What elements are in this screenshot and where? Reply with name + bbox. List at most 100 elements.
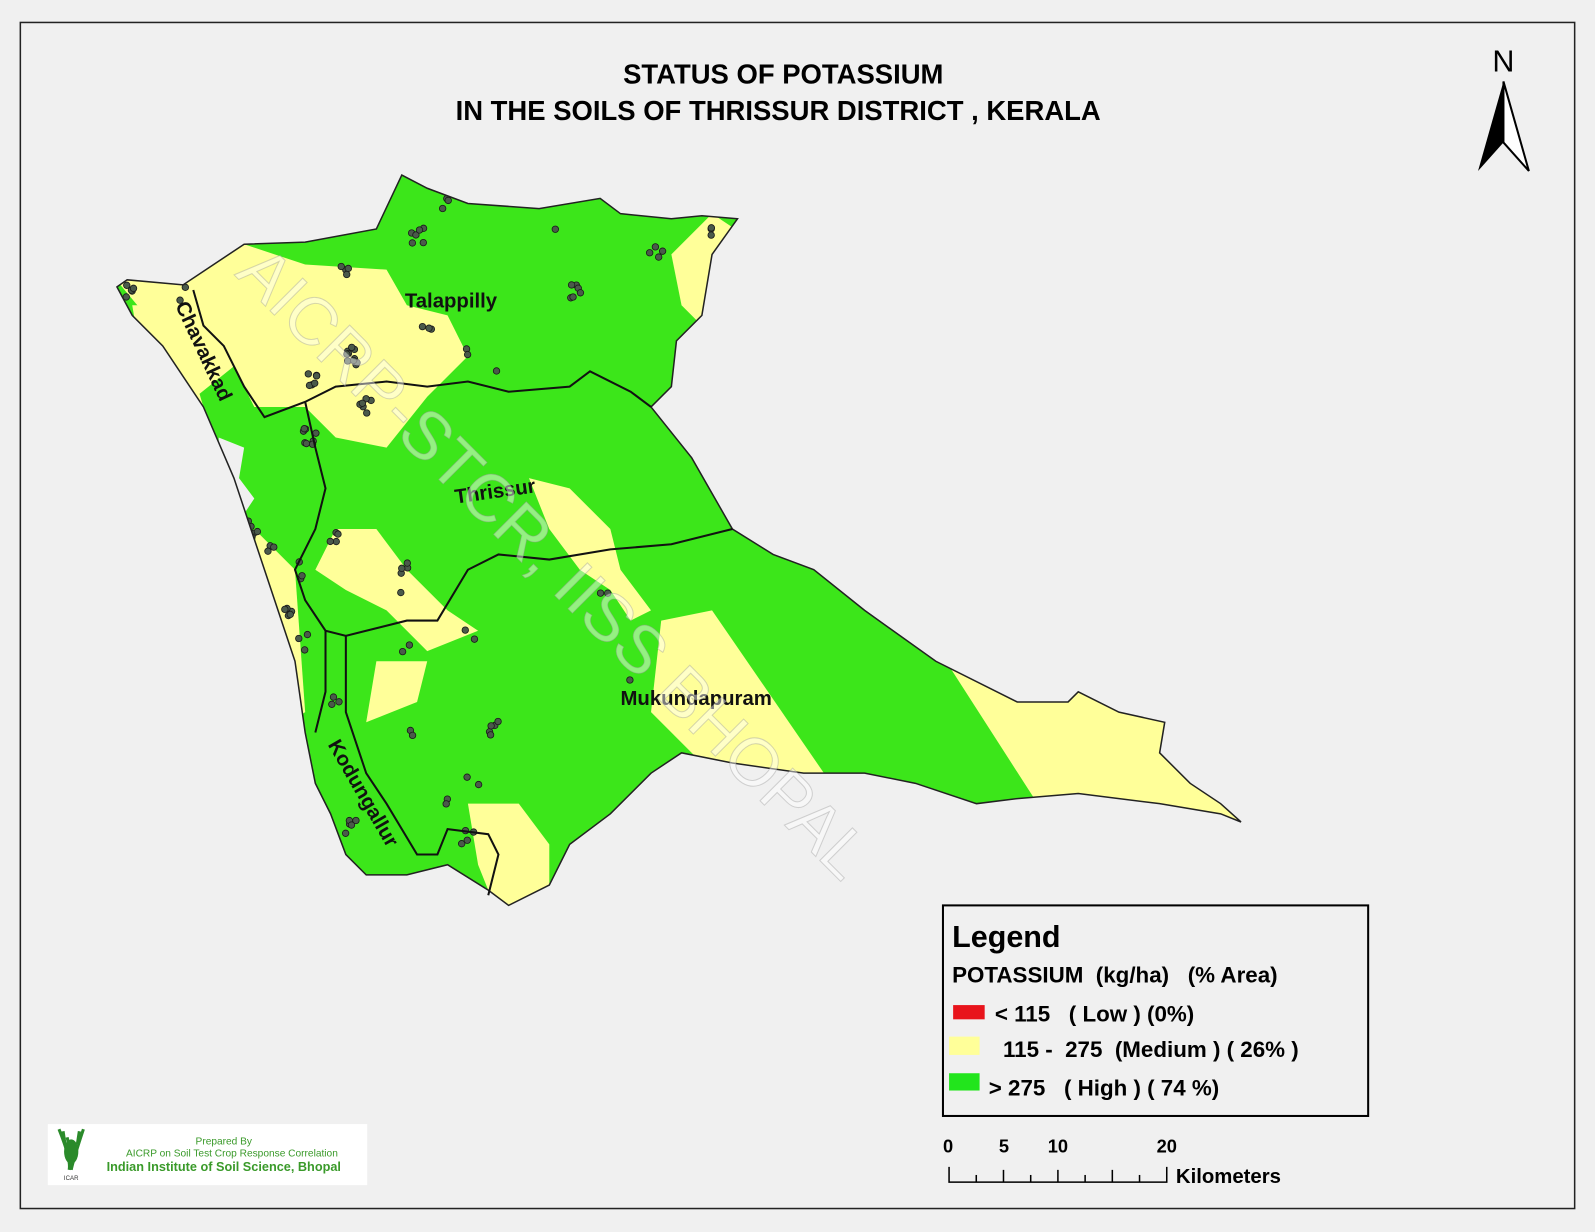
legend-item-low: < 115 ( Low ) (0%) xyxy=(995,1001,1194,1026)
scale-unit: Kilometers xyxy=(1176,1166,1281,1188)
sample-point xyxy=(334,530,342,538)
sample-point xyxy=(398,564,406,573)
sample-point xyxy=(304,370,312,378)
medium-potassium-zones xyxy=(116,213,1242,906)
sample-points xyxy=(122,194,716,848)
sample-point xyxy=(281,605,289,614)
map-title-line2: IN THE SOILS OF THRISSUR DISTRICT , KERA… xyxy=(456,95,1101,126)
sample-point xyxy=(352,816,360,825)
credit-line3: Indian Institute of Soil Science, Bhopal xyxy=(107,1159,341,1174)
legend-item-high: > 275 ( High ) ( 74 %) xyxy=(989,1076,1219,1101)
legend: Legend POTASSIUM (kg/ha) (% Area) < 115 … xyxy=(941,904,1370,1117)
sample-point xyxy=(270,543,278,551)
sample-point xyxy=(604,589,612,597)
sample-point xyxy=(403,559,411,567)
sample-point xyxy=(398,647,407,656)
sample-point xyxy=(337,262,345,271)
sample-point xyxy=(418,322,427,331)
sample-point xyxy=(349,356,358,365)
legend-swatch-medium xyxy=(949,1036,980,1055)
sample-point xyxy=(343,270,351,279)
sample-point xyxy=(419,238,427,247)
scale-tick-10: 10 xyxy=(1048,1136,1068,1157)
sample-point xyxy=(335,698,343,706)
sample-point xyxy=(470,635,479,643)
sample-point xyxy=(415,226,424,234)
sample-point xyxy=(646,249,654,257)
sample-point xyxy=(474,780,483,789)
credit-line1: Prepared By xyxy=(196,1136,253,1147)
credit-line2: AICRP on Soil Test Crop Response Correla… xyxy=(126,1149,338,1160)
sample-point xyxy=(348,343,356,352)
map-frame xyxy=(19,21,1576,1210)
sample-point xyxy=(312,372,321,380)
sample-point xyxy=(486,731,495,739)
sample-point xyxy=(487,722,495,730)
sample-point xyxy=(444,196,452,205)
sample-point xyxy=(442,800,450,808)
north-arrow-icon: N xyxy=(1478,44,1530,172)
sample-point xyxy=(551,225,559,233)
sample-point xyxy=(298,572,306,580)
sample-point xyxy=(596,589,605,597)
sample-point xyxy=(123,281,131,289)
legend-title: Legend xyxy=(952,920,1060,954)
sample-point xyxy=(328,700,336,708)
sample-point xyxy=(576,289,585,297)
sample-point xyxy=(344,264,352,273)
sample-point xyxy=(326,537,334,546)
sample-point xyxy=(129,284,138,293)
sample-point xyxy=(301,646,309,654)
sample-point xyxy=(707,224,716,232)
sample-point xyxy=(658,247,667,255)
sample-point xyxy=(412,231,420,239)
sample-point xyxy=(264,547,272,555)
sample-point xyxy=(253,527,262,536)
sample-point xyxy=(295,634,303,643)
legend-header: POTASSIUM (kg/ha) (% Area) xyxy=(952,963,1278,988)
sample-point xyxy=(343,350,351,358)
sample-point xyxy=(463,773,471,781)
taluk-label-mukundapuram: Mukundapuram xyxy=(621,688,772,710)
scale-tick-5: 5 xyxy=(999,1136,1009,1157)
map-title-line1: STATUS OF POTASSIUM xyxy=(623,58,943,89)
legend-swatch-low xyxy=(953,1005,985,1020)
sample-point xyxy=(358,399,367,407)
scale-tick-0: 0 xyxy=(943,1136,953,1157)
logo-text: ICAR xyxy=(64,1175,79,1182)
sample-point xyxy=(244,532,252,540)
sample-point xyxy=(707,231,715,239)
sample-point xyxy=(463,836,471,844)
sample-point xyxy=(303,630,312,639)
taluk-label-talappilly: Talappilly xyxy=(405,290,498,312)
sample-point xyxy=(494,717,502,726)
sample-point xyxy=(425,324,433,332)
sample-point xyxy=(461,626,469,634)
scale-bar: 0 5 10 20 Kilometers xyxy=(943,1136,1281,1189)
sample-point xyxy=(329,693,338,701)
sample-point xyxy=(458,840,466,848)
sample-point xyxy=(341,829,350,837)
north-label: N xyxy=(1492,44,1514,78)
taluk-boundaries xyxy=(192,289,733,896)
sample-point xyxy=(286,610,294,619)
legend-item-medium: 115 - 275 (Medium ) ( 26% ) xyxy=(1003,1037,1299,1062)
sample-point xyxy=(569,293,577,301)
sample-point xyxy=(651,243,660,251)
sample-point xyxy=(332,537,340,546)
sample-point xyxy=(408,239,417,247)
credit-box: ICAR Prepared By AICRP on Soil Test Crop… xyxy=(47,1124,368,1186)
sample-point xyxy=(463,350,472,359)
sample-point xyxy=(300,425,308,433)
sample-point xyxy=(363,409,371,417)
sample-point xyxy=(347,821,356,829)
sample-point xyxy=(311,379,319,387)
legend-swatch-high xyxy=(949,1073,980,1091)
sample-point xyxy=(492,367,501,375)
sample-point xyxy=(567,281,576,289)
sample-point xyxy=(176,296,184,304)
sample-point xyxy=(438,204,447,213)
sample-point xyxy=(408,731,417,740)
